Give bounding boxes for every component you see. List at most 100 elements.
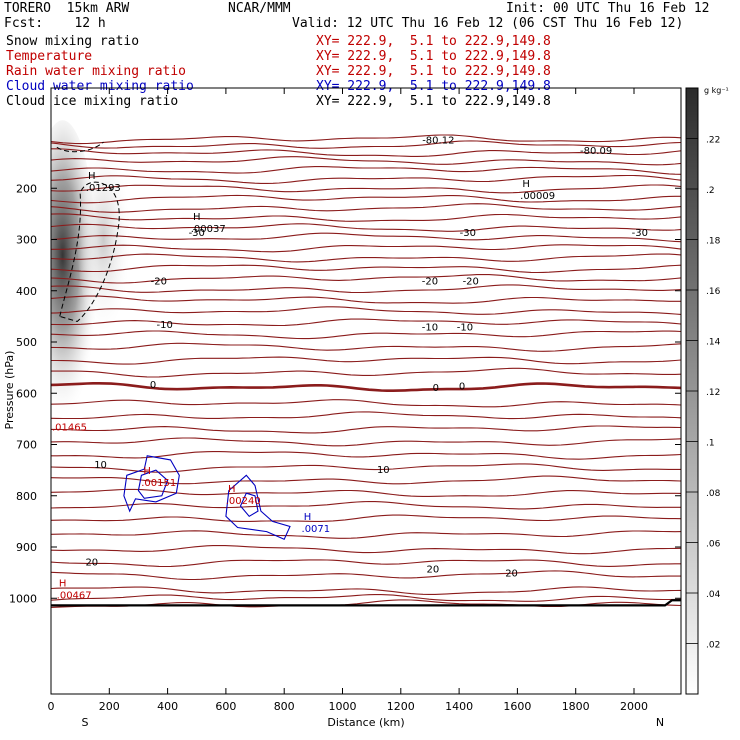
isotherm-label: -20 xyxy=(463,277,479,288)
x-tick-label: 1600 xyxy=(503,700,531,713)
colorbar-tick-label: .02 xyxy=(706,641,720,651)
colorbar-tick-label: .22 xyxy=(706,136,720,146)
colorbar-unit: g kg⁻¹ xyxy=(704,86,729,95)
isotherm-line xyxy=(51,399,681,408)
y-tick-label: 1000 xyxy=(9,592,37,605)
isotherm-line xyxy=(51,356,681,365)
isotherm-line xyxy=(51,330,681,340)
isotherm-line xyxy=(51,488,681,497)
extremum-value: .00009 xyxy=(520,191,555,202)
extremum-marker: H xyxy=(228,484,236,495)
extremum-value: .00467 xyxy=(57,591,92,602)
isotherm-line xyxy=(51,451,681,460)
y-tick-label: 700 xyxy=(16,439,37,452)
endpoint-north: N xyxy=(656,716,664,729)
colorbar-tick-label: .04 xyxy=(706,590,721,600)
isotherm-line xyxy=(51,500,681,510)
ground-line xyxy=(51,599,681,607)
field-snow-xy: XY= 222.9, 5.1 to 222.9,149.8 xyxy=(316,34,551,49)
isotherm-line xyxy=(51,166,681,175)
isotherm-label: -20 xyxy=(151,277,167,288)
isotherm-line xyxy=(51,253,681,263)
isotherm-line xyxy=(51,382,681,392)
field-cloudice-xy: XY= 222.9, 5.1 to 222.9,149.8 xyxy=(316,94,551,109)
field-snow-name: Snow mixing ratio xyxy=(6,34,140,49)
isotherm-line xyxy=(51,295,681,304)
extremum-value: .00151 xyxy=(141,478,176,489)
x-tick-label: 200 xyxy=(99,700,120,713)
isotherm-line xyxy=(51,232,681,243)
y-tick-label: 500 xyxy=(16,336,37,349)
x-tick-label: 1200 xyxy=(387,700,415,713)
field-cloudwater-name: Cloud water mixing ratio xyxy=(6,79,194,94)
isotherm-line xyxy=(51,284,681,294)
isotherm-label: -10 xyxy=(422,323,438,334)
isotherm-line xyxy=(51,140,681,149)
cloud-ice-contour-top xyxy=(56,141,104,153)
isotherm-line xyxy=(51,318,681,327)
isotherm-line xyxy=(51,367,681,378)
extremum-value: .00240 xyxy=(226,496,261,507)
isotherm-line xyxy=(51,264,681,274)
field-rain-name: Rain water mixing ratio xyxy=(6,64,187,79)
field-rain-xy: XY= 222.9, 5.1 to 222.9,149.8 xyxy=(316,64,551,79)
x-tick-label: 2000 xyxy=(620,700,648,713)
y-tick-label: 400 xyxy=(16,285,37,298)
isotherm-label: -10 xyxy=(457,323,473,334)
x-tick-label: 600 xyxy=(215,700,236,713)
valid-time: Valid: 12 UTC Thu 16 Feb 12 (06 CST Thu … xyxy=(292,16,684,31)
colorbar-tick-label: .2 xyxy=(706,186,715,196)
snow-shading-secondary xyxy=(77,149,130,330)
extremum-value: .01293 xyxy=(86,183,121,194)
y-axis-label: Pressure (hPa) xyxy=(3,351,16,430)
x-tick-label: 0 xyxy=(48,700,55,713)
isotherm-line xyxy=(51,342,681,352)
isotherm-label: 20 xyxy=(426,565,439,576)
isotherm-label: -30 xyxy=(189,228,205,239)
endpoint-south: S xyxy=(82,716,89,729)
isotherm-line xyxy=(51,594,681,602)
field-cloudwater-xy: XY= 222.9, 5.1 to 222.9,149.8 xyxy=(316,79,551,94)
isotherm-label: -80.09 xyxy=(580,146,612,157)
plot-frame xyxy=(50,87,682,695)
isotherm-label: -30 xyxy=(632,228,648,239)
isotherm-line xyxy=(51,223,681,232)
isotherm-line xyxy=(51,244,681,253)
isotherm-line xyxy=(51,530,681,539)
cloud-water-contour xyxy=(123,455,180,513)
isotherm-line xyxy=(51,274,681,284)
isotherm-line xyxy=(51,411,681,420)
forecast-hour: Fcst: 12 h xyxy=(4,16,106,31)
isotherm-line xyxy=(51,184,681,194)
colorbar-tick-label: .12 xyxy=(706,388,720,398)
field-temperature-xy: XY= 222.9, 5.1 to 222.9,149.8 xyxy=(316,49,551,64)
isotherm-line xyxy=(51,174,681,184)
isotherm-line xyxy=(51,586,681,595)
isotherm-label: 20 xyxy=(505,569,518,580)
isotherm-line xyxy=(51,475,681,485)
isotherm-line xyxy=(51,463,681,473)
isotherm-label: 0 xyxy=(150,380,156,391)
isotherm-line xyxy=(51,148,681,157)
isotherm-label: -20 xyxy=(422,277,438,288)
isotherm-label: -10 xyxy=(157,320,173,331)
isotherm-line xyxy=(51,559,681,568)
colorbar-tick-label: .08 xyxy=(706,489,721,499)
cloud-water-contour xyxy=(137,469,169,499)
extremum-marker: H xyxy=(143,466,151,477)
extremum-marker: H xyxy=(193,212,201,223)
isotherm-label: 20 xyxy=(85,557,98,568)
x-tick-label: 1000 xyxy=(329,700,357,713)
isotherm-line xyxy=(51,437,681,447)
y-tick-label: 300 xyxy=(16,234,37,247)
isotherm-label: 0 xyxy=(433,383,439,394)
isotherm-line xyxy=(51,134,681,145)
misc-label: -80.12 xyxy=(422,136,454,147)
y-tick-label: 600 xyxy=(16,387,37,400)
x-tick-label: 1800 xyxy=(562,700,590,713)
isotherm-line xyxy=(51,544,681,555)
x-tick-label: 800 xyxy=(274,700,295,713)
isotherm-line xyxy=(51,156,681,166)
cloud-water-contour xyxy=(225,474,291,541)
y-tick-label: 800 xyxy=(16,490,37,503)
